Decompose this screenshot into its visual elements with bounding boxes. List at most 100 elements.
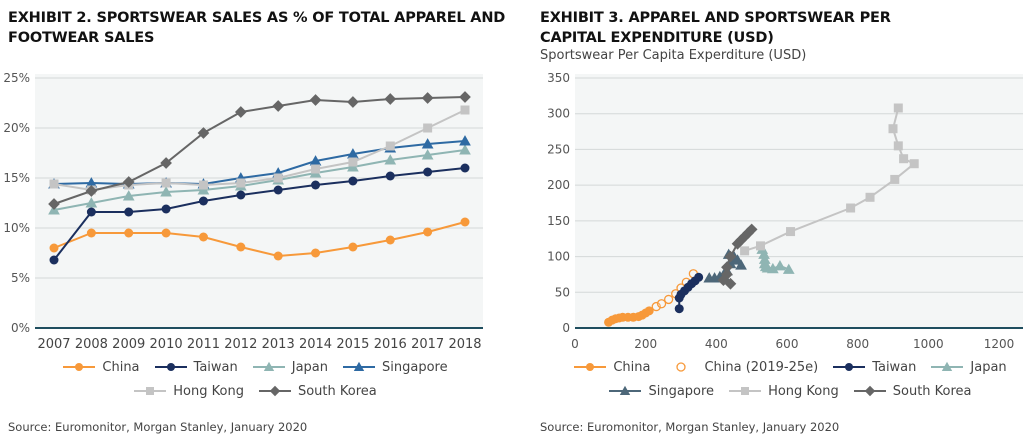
x-tick-label: 800 <box>846 337 869 351</box>
data-point-hong-kong <box>236 178 246 188</box>
data-point-japan <box>782 263 795 274</box>
series-hong-kong <box>740 103 919 256</box>
legend-item-china: China <box>62 358 140 376</box>
data-point-taiwan <box>423 167 433 177</box>
series-line-hong-kong <box>53 109 466 192</box>
data-point-hong-kong <box>846 203 856 213</box>
legend-item-hong-kong: Hong Kong <box>728 382 839 400</box>
legend-marker <box>263 361 274 371</box>
data-point-singapore <box>85 177 98 188</box>
exhibit-3-title: EXHIBIT 3. APPAREL AND SPORTSWEAR PER CA… <box>540 10 891 46</box>
y-tick-label: 50 <box>555 285 570 299</box>
x-tick-label: 2012 <box>224 337 257 352</box>
data-point-hong-kong <box>460 105 470 115</box>
legend-marker <box>166 363 175 371</box>
data-point-hong-kong <box>890 174 900 184</box>
data-point-china-2019-25e <box>656 299 667 309</box>
data-point-china <box>236 242 246 252</box>
legend-marker-icon <box>63 363 96 371</box>
x-tick-label: 1200 <box>984 337 1015 351</box>
data-point-taiwan <box>124 207 134 217</box>
x-tick-label: 2010 <box>150 337 183 352</box>
legend-marker-icon <box>833 363 866 371</box>
data-point-south-korea <box>724 277 737 290</box>
y-tick-label: 300 <box>547 107 570 121</box>
data-point-south-korea <box>717 274 730 286</box>
data-point-china <box>311 248 321 258</box>
series-line-japan <box>53 149 466 211</box>
data-point-taiwan <box>460 163 470 173</box>
legend-item-china: China <box>573 358 650 376</box>
data-point-japan <box>774 260 786 271</box>
data-point-hong-kong <box>893 141 903 151</box>
legend-item-singapore: Singapore <box>608 382 714 400</box>
x-tick-label: 2014 <box>299 337 332 352</box>
data-point-taiwan <box>49 255 59 265</box>
exhibit-2-source: Source: Euromonitor, Morgan Stanley, Jan… <box>8 420 308 434</box>
data-point-singapore <box>347 148 359 159</box>
data-point-hong-kong <box>909 159 919 169</box>
data-point-south-korea <box>85 185 98 197</box>
series-japan <box>756 243 795 274</box>
x-tick-label: 2017 <box>411 337 444 352</box>
x-tick-label: 600 <box>776 337 799 351</box>
legend-item-japan: Japan <box>930 358 1007 376</box>
series-taiwan <box>49 163 470 265</box>
data-point-south-korea <box>160 157 172 169</box>
y-tick-label: 25% <box>3 71 30 85</box>
data-point-hong-kong <box>865 192 875 202</box>
series-china <box>49 217 470 261</box>
data-point-hong-kong <box>161 178 171 188</box>
data-point-singapore <box>421 138 434 149</box>
data-point-taiwan <box>161 204 171 214</box>
data-point-japan <box>85 197 98 208</box>
x-tick-label: 2013 <box>262 337 295 352</box>
legend-label: South Korea <box>297 383 377 399</box>
data-point-south-korea <box>421 92 434 104</box>
y-tick-label: 250 <box>547 142 570 156</box>
series-south-korea <box>48 91 471 210</box>
legend-label: China <box>102 359 140 375</box>
data-point-china <box>385 235 395 245</box>
y-tick-label: 100 <box>547 250 570 264</box>
legend-label: China <box>613 359 651 375</box>
data-point-china <box>348 242 358 252</box>
data-point-south-korea <box>459 91 471 103</box>
data-point-china <box>124 228 134 238</box>
data-point-taiwan <box>198 196 208 206</box>
legend-marker <box>586 363 595 371</box>
legend-label: Taiwan <box>193 359 238 375</box>
data-point-japan <box>384 154 397 165</box>
legend-marker <box>269 385 281 397</box>
data-point-china <box>49 243 59 253</box>
legend-marker-icon <box>134 387 167 395</box>
data-point-japan <box>758 248 770 259</box>
series-line-south-korea <box>53 96 466 205</box>
legend-marker <box>146 387 155 395</box>
legend-label: Taiwan <box>872 359 917 375</box>
exhibit-2-line-chart: 0% 5% 10% 15% 20% 25% 2007 2008 2009 2010 2011 2012… <box>3 71 483 352</box>
x-tick-label: 2008 <box>75 337 108 352</box>
legend-label: Singapore <box>648 383 715 399</box>
legend-label: Singapore <box>382 359 448 375</box>
data-point-singapore <box>735 259 747 270</box>
data-point-south-korea <box>384 93 397 105</box>
legend-item-taiwan: Taiwan <box>154 358 238 376</box>
x-tick-label: 400 <box>705 337 728 351</box>
series-line-china <box>53 221 466 258</box>
data-point-hong-kong <box>385 141 395 151</box>
x-tick-label: 1000 <box>913 337 944 351</box>
legend-marker-icon <box>609 385 642 395</box>
data-point-south-korea <box>309 94 322 106</box>
legend-marker-icon <box>258 385 291 397</box>
legend-marker <box>845 363 854 371</box>
legend-marker <box>942 361 953 371</box>
data-point-japan <box>160 186 172 197</box>
data-point-singapore <box>309 155 322 166</box>
plot-background <box>35 74 483 328</box>
data-point-taiwan <box>674 304 684 314</box>
data-point-south-korea <box>745 223 758 236</box>
legend-marker-icon <box>574 363 607 371</box>
data-point-japan <box>122 190 135 201</box>
data-point-taiwan <box>311 180 321 190</box>
